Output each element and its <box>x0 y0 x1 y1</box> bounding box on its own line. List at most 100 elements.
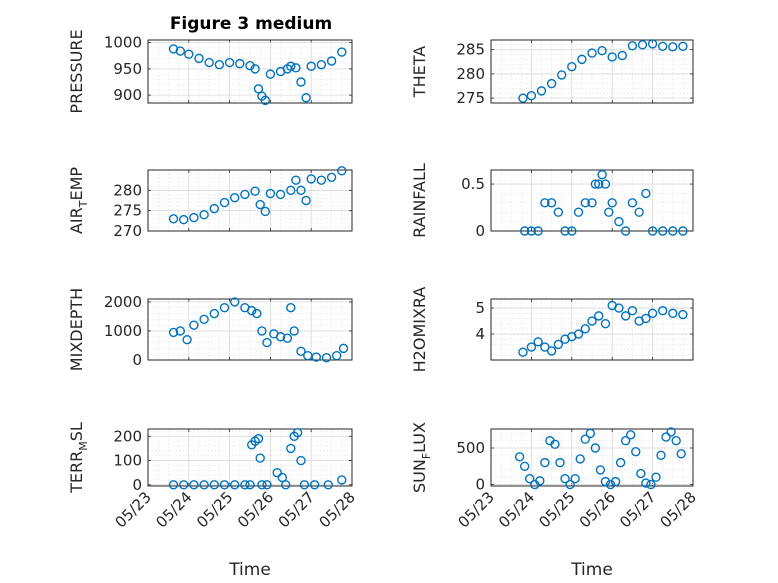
data-point <box>597 45 607 56</box>
data-point <box>296 77 306 87</box>
data-point <box>252 308 262 319</box>
data-point <box>338 343 349 354</box>
data-point <box>306 174 316 184</box>
axis-frame <box>147 39 353 104</box>
data-point <box>658 41 668 51</box>
data-point <box>291 175 301 185</box>
data-point <box>246 305 257 316</box>
data-point <box>219 303 230 313</box>
data-point <box>540 342 550 352</box>
subplot-rainfall: 0 0.5 RAINFALL <box>410 163 694 240</box>
data-point <box>597 169 607 180</box>
data-point <box>296 346 306 356</box>
data-point <box>250 64 260 74</box>
data-point <box>676 449 686 459</box>
data-point <box>250 186 260 196</box>
data-point <box>291 63 301 73</box>
data-point <box>668 308 678 318</box>
y-tick-label: 0 <box>132 476 142 494</box>
data-point <box>535 476 545 486</box>
data-point <box>275 189 286 200</box>
data-point <box>518 93 528 103</box>
data-point <box>678 309 688 320</box>
subplot-theta: 275 280 285 THETA <box>410 39 694 107</box>
data-point <box>651 472 661 482</box>
data-point <box>580 434 590 444</box>
data-point <box>573 329 584 339</box>
axis-frame <box>490 39 694 104</box>
data-point <box>253 84 264 94</box>
data-point <box>580 324 590 334</box>
y-axis-label: PRESSURE <box>67 29 86 113</box>
data-point <box>257 480 267 490</box>
data-point <box>678 41 688 51</box>
y-axis-label: AIRTEMP <box>67 167 90 234</box>
y-tick-label: 275 <box>456 89 485 107</box>
data-point <box>525 473 535 484</box>
data-point <box>286 443 296 454</box>
y-axis-label-main: AIR <box>67 207 86 234</box>
data-point <box>178 214 189 225</box>
subplot-sun-flux: 0 500 SUNFLUX 05/2305/2405/2505/2605/2705/2… <box>410 422 700 580</box>
y-tick-label: 500 <box>456 439 485 457</box>
data-point <box>607 198 617 208</box>
data-point <box>641 478 651 488</box>
data-point <box>292 427 303 438</box>
data-point <box>590 443 601 453</box>
data-point <box>519 226 530 236</box>
x-tick-label: 05/28 <box>657 488 700 531</box>
data-point <box>526 91 537 101</box>
data-point <box>260 95 270 106</box>
y-axis-label: H2OMIXRA <box>410 287 429 373</box>
y-tick-label: 5 <box>475 299 485 317</box>
data-point <box>316 59 327 70</box>
y-tick-label: 280 <box>456 65 485 83</box>
data-point <box>634 207 644 217</box>
x-axis-label: Time <box>228 560 271 580</box>
data-point <box>514 452 525 462</box>
data-point <box>533 337 543 347</box>
data-point <box>627 305 638 316</box>
data-point <box>666 427 676 437</box>
data-point <box>240 480 250 490</box>
data-point <box>647 39 658 49</box>
plot-area <box>147 298 353 361</box>
data-point <box>668 42 678 52</box>
subplot-mixdepth: 0 1000 2000 MIXDEPTH <box>67 288 353 371</box>
x-tick-label: 05/28 <box>316 488 359 531</box>
data-point <box>306 61 316 71</box>
data-point <box>553 207 564 217</box>
data-point <box>303 350 313 361</box>
y-axis-label: THETA <box>410 46 429 98</box>
data-point <box>229 192 240 203</box>
data-point <box>607 52 617 62</box>
data-point <box>235 58 245 69</box>
data-point <box>316 175 327 185</box>
y-axis-label-subscript: F <box>420 453 433 459</box>
data-point <box>671 435 681 446</box>
y-tick-label: 900 <box>113 86 142 104</box>
x-tick-label: 05/25 <box>193 488 236 531</box>
y-tick-label: 0 <box>475 476 485 494</box>
y-tick-label: 4 <box>475 325 485 343</box>
y-tick-label: 100 <box>113 452 142 470</box>
data-point <box>332 350 342 361</box>
data-point <box>575 454 585 464</box>
data-point <box>594 311 604 321</box>
data-point <box>275 332 286 342</box>
y-tick-label: 275 <box>113 202 142 220</box>
data-point <box>245 480 255 490</box>
data-point <box>518 347 528 357</box>
data-point <box>282 333 293 343</box>
data-point <box>209 308 220 319</box>
data-point <box>199 480 209 490</box>
data-point <box>286 61 296 71</box>
data-point <box>214 59 225 70</box>
data-point <box>219 197 230 208</box>
x-tick-label: 05/25 <box>535 488 578 531</box>
data-point <box>604 207 614 217</box>
data-point <box>614 216 624 227</box>
data-point <box>296 455 306 466</box>
